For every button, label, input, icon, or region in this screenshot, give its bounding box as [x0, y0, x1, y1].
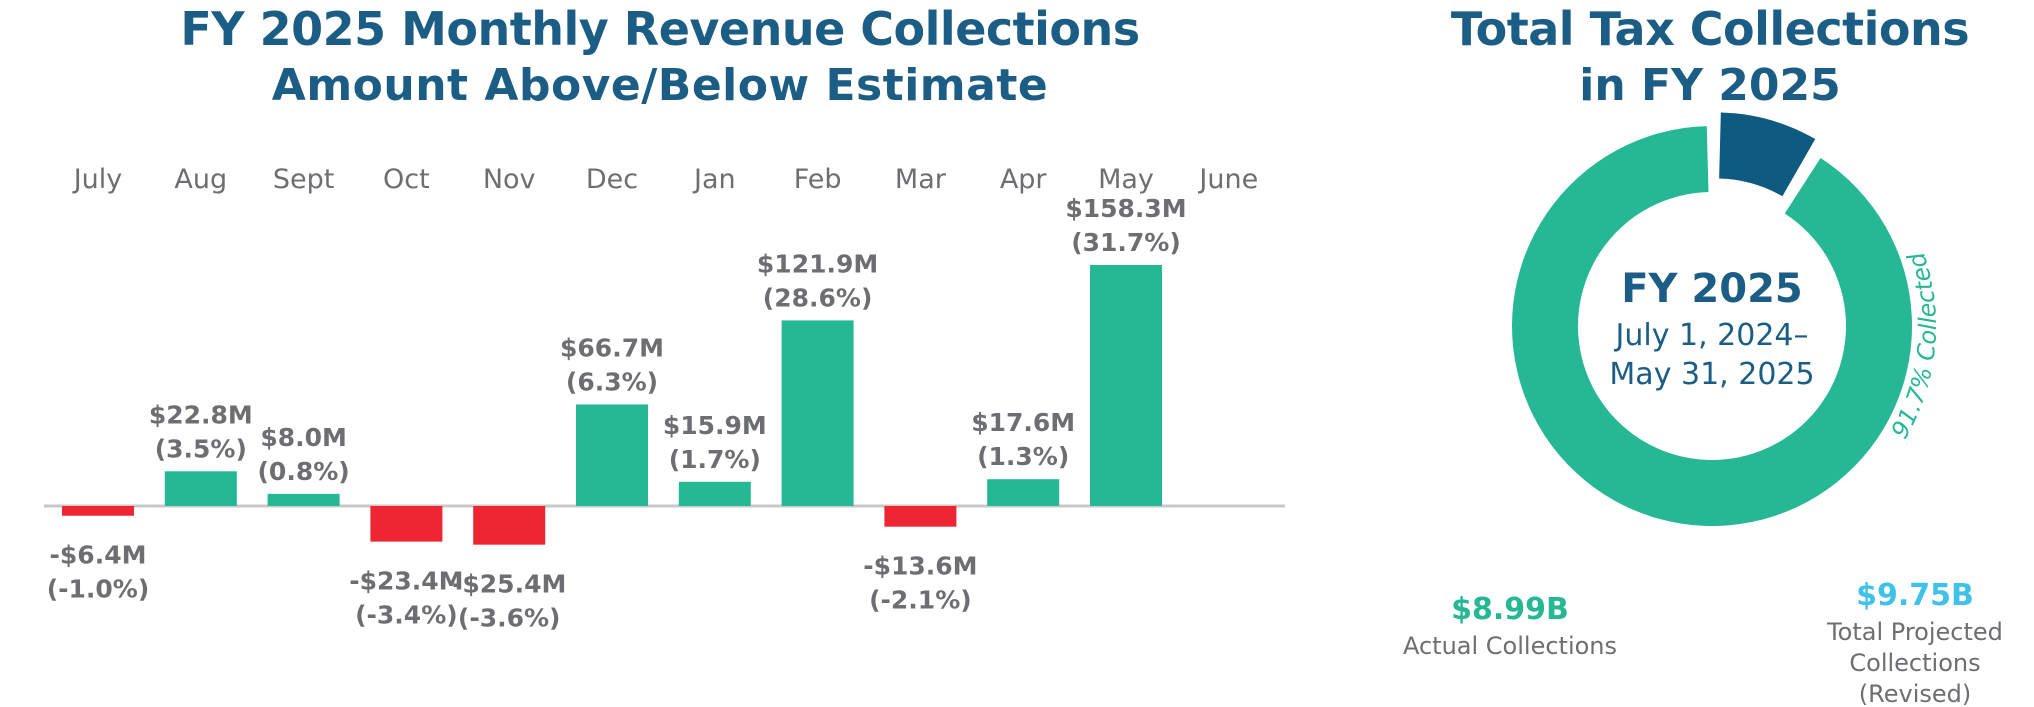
pct-label-feb: (28.6%)	[763, 283, 873, 312]
value-label-feb: $121.9M	[757, 249, 878, 278]
category-label-may: May	[1098, 164, 1154, 195]
donut-center-line-2: May 31, 2025	[1609, 357, 1814, 392]
category-label-dec: Dec	[586, 164, 638, 195]
bar-may	[1090, 265, 1162, 506]
pct-label-may: (31.7%)	[1071, 228, 1181, 257]
value-label-july: -$6.4M	[50, 541, 147, 570]
bar-feb	[781, 320, 854, 506]
pct-label-oct: (-3.4%)	[355, 601, 458, 630]
projected-collections-label-line-3: (Revised)	[1858, 680, 1972, 707]
pct-label-apr: (1.3%)	[977, 442, 1069, 471]
category-label-aug: Aug	[174, 164, 227, 195]
pct-label-nov: (-3.6%)	[458, 604, 561, 633]
category-label-apr: Apr	[1000, 164, 1048, 195]
pct-label-jan: (1.7%)	[669, 445, 761, 474]
donut-slice-collected	[1511, 126, 1912, 526]
projected-collections-value: $9.75B	[1856, 578, 1974, 613]
bar-chart-subtitle: Amount Above/Below Estimate	[271, 60, 1049, 111]
category-label-june: June	[1197, 164, 1258, 195]
donut-arc-label: 91.7% Collected	[1886, 248, 1943, 443]
donut-center-line-1: July 1, 2024–	[1614, 318, 1809, 353]
projected-collections-label-line-2: Collections	[1849, 649, 1981, 677]
bar-nov	[473, 506, 546, 545]
category-label-july: July	[72, 164, 123, 195]
bar-mar	[884, 506, 957, 527]
category-label-nov: Nov	[483, 164, 536, 195]
bar-chart-title: FY 2025 Monthly Revenue Collections	[180, 2, 1140, 56]
bar-july	[62, 506, 134, 516]
pct-label-july: (-1.0%)	[47, 575, 150, 604]
projected-collections-label-line-1: Total Projected	[1827, 618, 2003, 646]
bar-dec	[576, 404, 648, 506]
value-label-oct: -$23.4M	[349, 567, 463, 596]
donut-slice-remaining	[1719, 112, 1816, 197]
bar-oct	[370, 506, 443, 542]
value-label-nov: -$25.4M	[452, 570, 566, 599]
category-label-oct: Oct	[383, 164, 430, 195]
pct-label-aug: (3.5%)	[155, 434, 247, 463]
category-label-sept: Sept	[273, 164, 334, 195]
bar-chart: July -$6.4M (-1.0%) Aug $22.8M (3.5%) Sept $8.0…	[44, 164, 1285, 633]
value-label-aug: $22.8M	[149, 400, 253, 429]
donut-chart-title: Total Tax Collections	[1450, 2, 1970, 56]
bar-apr	[987, 479, 1060, 506]
actual-collections-value: $8.99B	[1451, 592, 1569, 627]
bar-aug	[164, 471, 237, 506]
actual-collections-label: Actual Collections	[1402, 632, 1618, 660]
value-label-dec: $66.7M	[560, 333, 664, 362]
value-label-apr: $17.6M	[971, 408, 1075, 437]
value-label-sept: $8.0M	[260, 423, 347, 452]
donut-slice-remaining-group	[1719, 112, 1816, 197]
value-label-jan: $15.9M	[663, 411, 767, 440]
pct-label-sept: (0.8%)	[258, 457, 350, 486]
donut-center-title: FY 2025	[1621, 266, 1803, 312]
pct-label-mar: (-2.1%)	[869, 586, 972, 615]
category-label-jan: Jan	[692, 164, 736, 195]
pct-label-dec: (6.3%)	[566, 367, 658, 396]
category-label-feb: Feb	[794, 164, 842, 195]
value-label-mar: -$13.6M	[863, 552, 977, 581]
category-label-mar: Mar	[895, 164, 947, 195]
bar-jan	[678, 481, 751, 506]
donut-chart-subtitle: in FY 2025	[1579, 60, 1841, 111]
value-label-may: $158.3M	[1065, 194, 1186, 223]
bar-sept	[267, 493, 340, 506]
